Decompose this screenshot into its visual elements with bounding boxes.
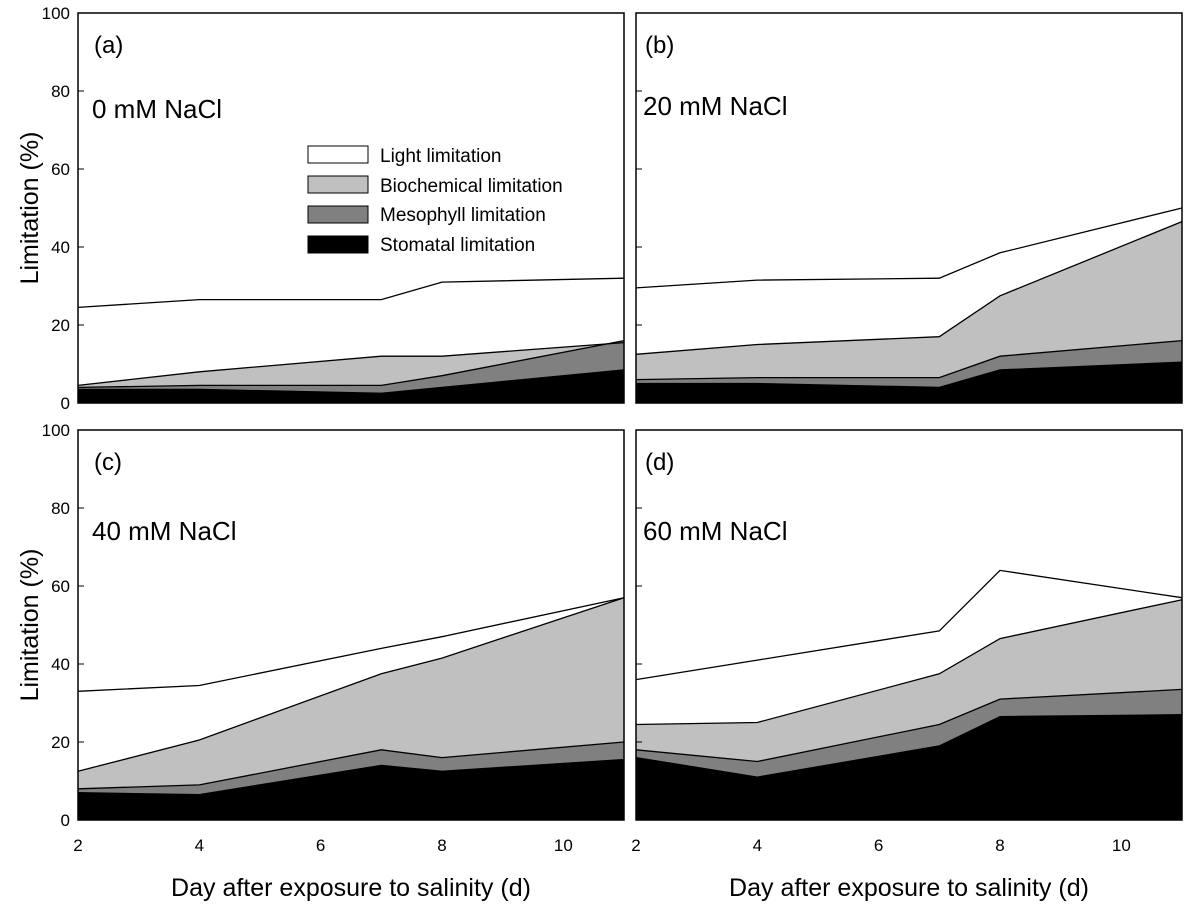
legend-label-mesophyll: Mesophyll limitation — [380, 205, 546, 226]
panel-c: 0 20 40 60 80 100 2 4 6 8 10 (c) 40 mM NaCl — [42, 421, 625, 855]
panel-c-mesophyll-area — [78, 742, 624, 795]
panel-d-stomatal-area — [636, 714, 1182, 820]
panel-d-areas — [635, 569, 1183, 820]
panel-c-condition: 40 mM NaCl — [92, 516, 236, 546]
y-axis-title-top: Limitation (%) — [16, 132, 44, 285]
panel-b-biochemical-boundary-line — [635, 220, 1183, 355]
panel-a-stomatal-area — [78, 369, 624, 403]
legend: Light limitation Biochemical limitation … — [307, 145, 563, 256]
legend-swatch-mesophyll — [307, 205, 369, 224]
panel-d-frame — [635, 429, 1183, 821]
panel-d: 2 4 6 8 10 (d) 60 mM NaCl — [631, 429, 1183, 855]
legend-label-light: Light limitation — [380, 146, 501, 167]
y-tick-label: 20 — [51, 733, 70, 752]
y-axis-title-bottom: Limitation (%) — [16, 549, 44, 702]
y-tick-label: 20 — [51, 316, 70, 335]
panel-b-frame — [635, 12, 1183, 404]
panel-c-frame — [77, 429, 625, 821]
y-tick-label: 0 — [61, 811, 70, 830]
x-tick-label: 8 — [437, 836, 446, 855]
panel-c-stomatal-area — [78, 759, 624, 820]
x-tick-label: 10 — [1112, 836, 1131, 855]
panel-a-biochemical-boundary-line — [77, 341, 625, 387]
panel-c-x-ticks: 2 4 6 8 10 — [73, 814, 573, 855]
panel-d-y-ticks — [636, 429, 642, 821]
x-tick-label: 2 — [73, 836, 82, 855]
panel-b-letter: (b) — [645, 32, 674, 59]
panel-d-x-ticks: 2 4 6 8 10 — [631, 814, 1131, 855]
panel-a-mesophyll-area — [78, 340, 624, 394]
x-tick-label: 10 — [554, 836, 573, 855]
y-tick-label: 100 — [42, 421, 70, 440]
x-tick-label: 4 — [753, 836, 762, 855]
panel-d-mesophyll-boundary-line — [635, 688, 1183, 763]
panel-b-areas — [635, 207, 1183, 403]
panel-d-stomatal-boundary-line — [635, 714, 1183, 778]
panel-b-x-ticks — [635, 397, 1122, 403]
y-tick-label: 40 — [51, 238, 70, 257]
panel-b-light-area — [636, 208, 1182, 355]
x-axis-title-right: Day after exposure to salinity (d) — [729, 874, 1089, 902]
panel-b-light-boundary-line — [635, 207, 1183, 289]
panel-a-frame — [77, 12, 625, 404]
panel-b-stomatal-boundary-line — [636, 361, 1183, 389]
legend-label-stomatal: Stomatal limitation — [380, 235, 535, 256]
legend-swatch-biochemical — [307, 175, 369, 194]
y-tick-label: 60 — [51, 160, 70, 179]
panel-a-y-ticks: 0 20 40 60 80 100 — [42, 4, 84, 413]
y-tick-label: 0 — [61, 394, 70, 413]
panel-b-condition: 20 mM NaCl — [643, 91, 787, 121]
panel-a-areas — [77, 277, 625, 403]
x-tick-label: 6 — [316, 836, 325, 855]
panel-c-areas — [77, 597, 625, 820]
x-tick-label: 8 — [995, 836, 1004, 855]
y-tick-label: 80 — [51, 82, 70, 101]
panel-a-letter: (a) — [94, 32, 123, 59]
panel-d-light-area — [636, 570, 1182, 725]
panel-a-x-ticks — [77, 397, 564, 403]
panel-b-stomatal-area — [636, 362, 1182, 403]
legend-swatch-stomatal — [307, 235, 369, 254]
x-tick-label: 4 — [195, 836, 204, 855]
legend-swatch-light — [307, 145, 369, 164]
panel-a-light-boundary-line — [77, 277, 625, 309]
panel-d-light-boundary-line — [635, 569, 1183, 681]
panel-d-biochemical-boundary-line — [635, 599, 1183, 726]
panel-c-mesophyll-boundary-line — [77, 741, 625, 790]
panel-b-y-ticks — [636, 12, 642, 404]
panel-b: (b) 20 mM NaCl — [635, 12, 1183, 404]
x-axis-title-left: Day after exposure to salinity (d) — [171, 874, 531, 902]
legend-label-biochemical: Biochemical limitation — [380, 176, 563, 197]
panel-c-light-boundary-line — [77, 597, 625, 692]
x-tick-label: 2 — [631, 836, 640, 855]
panel-b-biochemical-area — [636, 221, 1182, 380]
panel-c-y-ticks: 0 20 40 60 80 100 — [42, 421, 84, 830]
panel-b-mesophyll-boundary-line — [635, 339, 1183, 381]
panel-a: 0 20 40 60 80 100 (a) 0 mM NaCl — [42, 4, 625, 413]
panel-a-light-area — [78, 278, 624, 386]
panel-d-letter: (d) — [645, 449, 674, 476]
y-tick-label: 100 — [42, 4, 70, 23]
panel-c-stomatal-boundary-line — [77, 758, 625, 796]
panel-c-letter: (c) — [94, 449, 122, 476]
panel-a-biochemical-area — [78, 340, 624, 388]
panel-d-condition: 60 mM NaCl — [643, 516, 787, 546]
panel-a-condition: 0 mM NaCl — [92, 94, 222, 124]
panel-d-mesophyll-area — [636, 689, 1182, 778]
y-tick-label: 40 — [51, 655, 70, 674]
x-tick-label: 6 — [874, 836, 883, 855]
y-tick-label: 60 — [51, 577, 70, 596]
panel-c-biochemical-area — [78, 597, 624, 789]
y-tick-label: 80 — [51, 499, 70, 518]
panel-c-biochemical-boundary-line — [77, 597, 625, 772]
panel-d-biochemical-area — [636, 599, 1182, 762]
panel-a-stomatal-boundary-line — [78, 369, 625, 394]
panel-a-mesophyll-boundary-line — [77, 339, 625, 389]
